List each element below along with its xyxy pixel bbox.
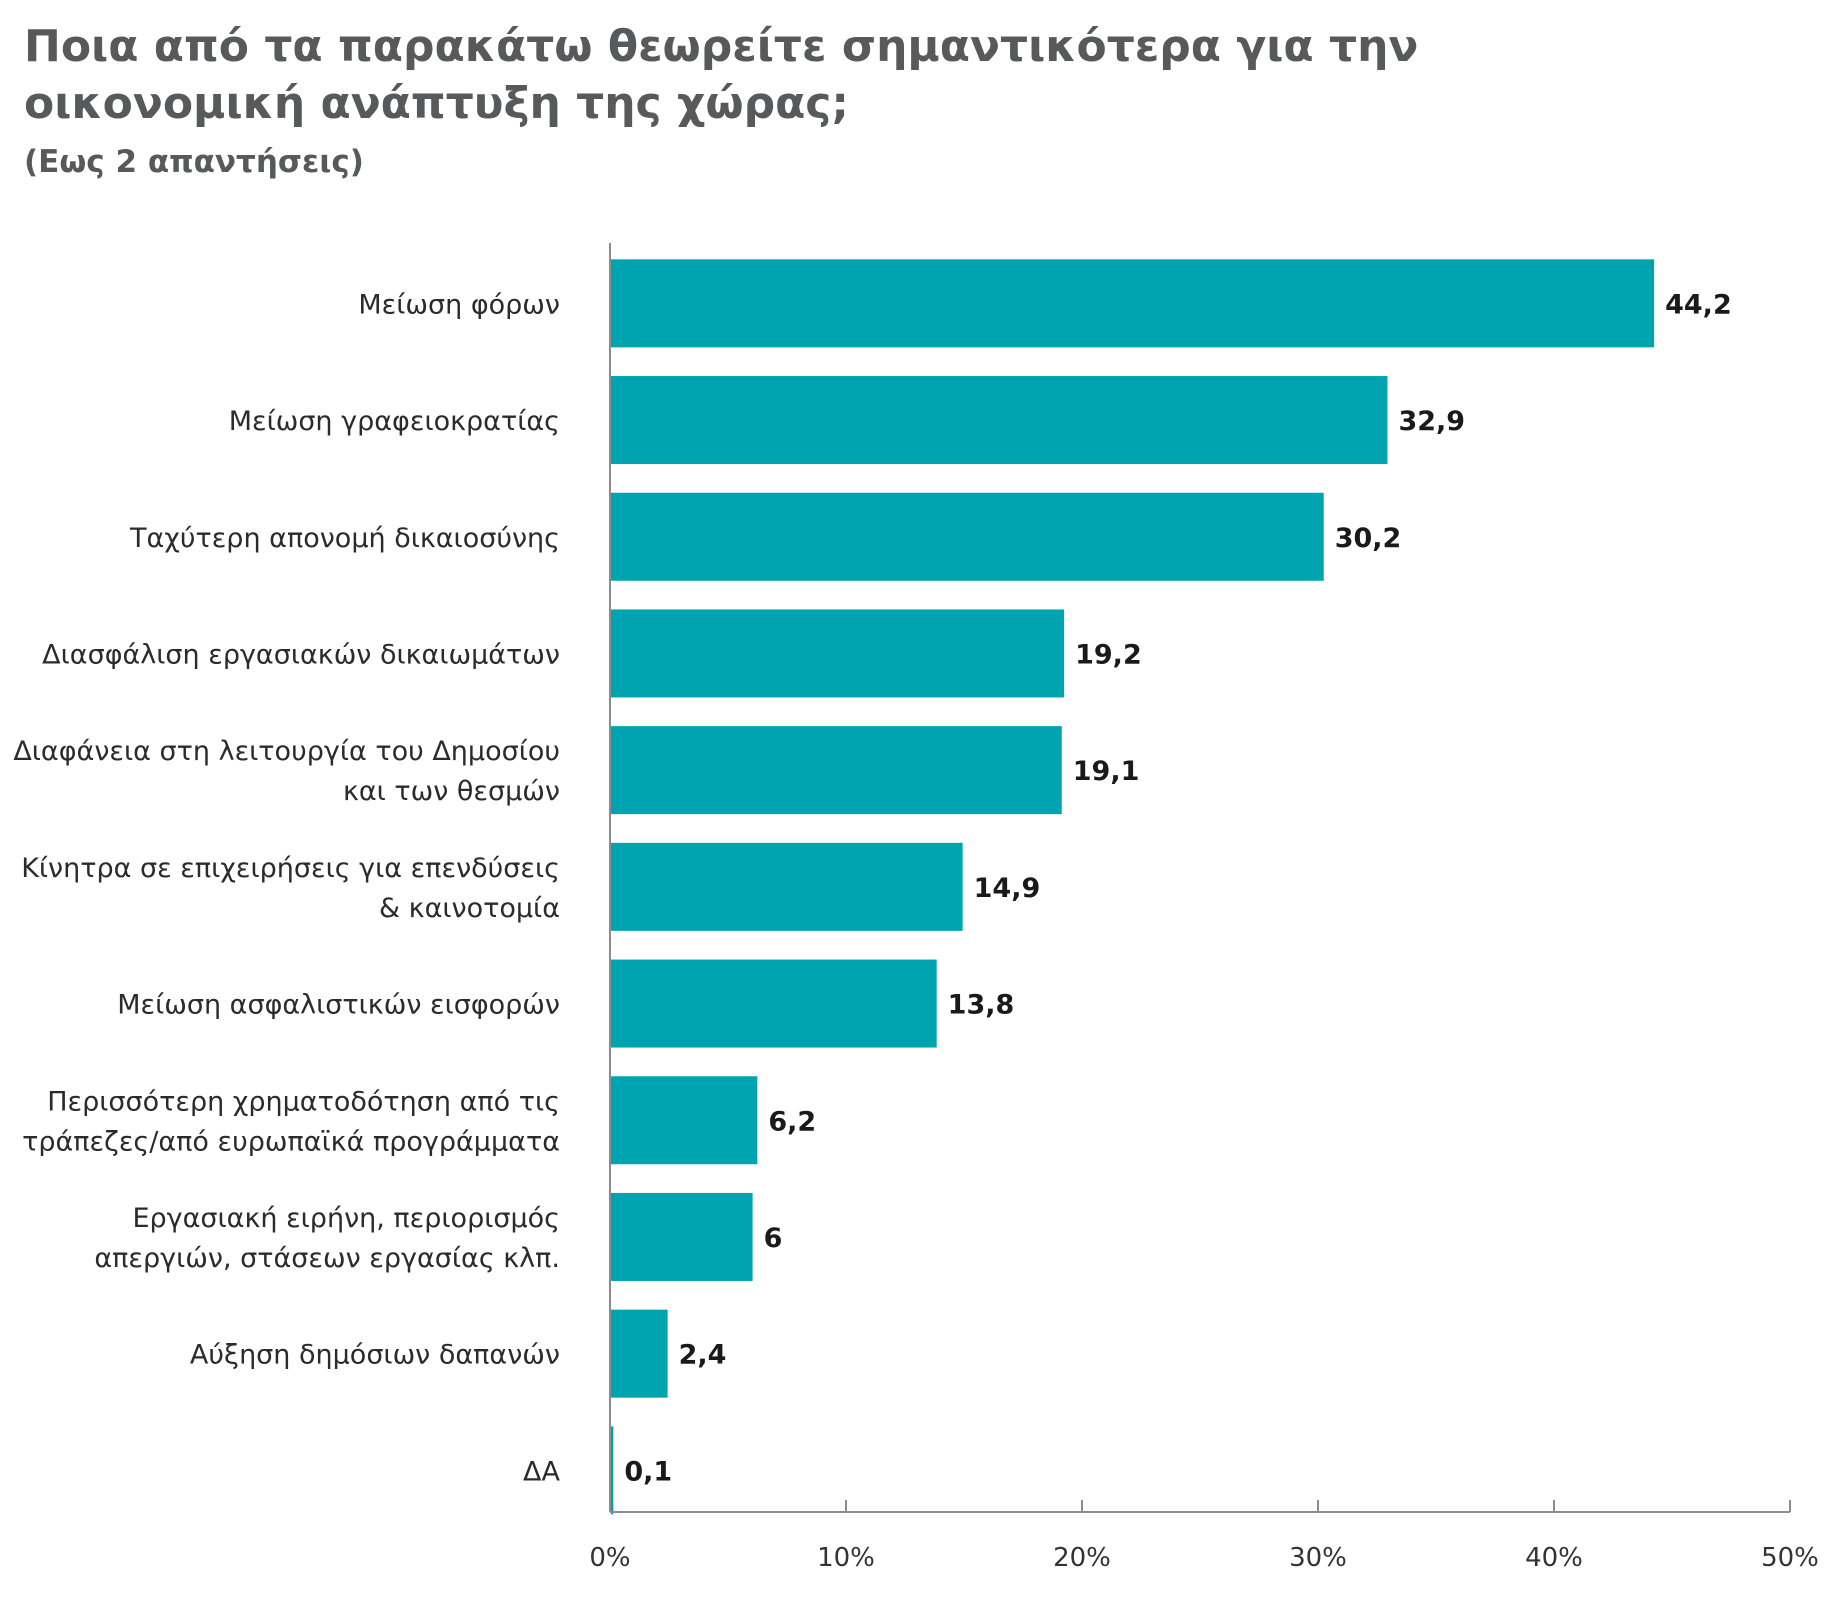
value-label-3: 19,2 xyxy=(1075,639,1142,670)
category-label-9: Αύξηση δημόσιων δαπανών xyxy=(190,1340,560,1371)
value-label-1: 32,9 xyxy=(1398,406,1465,437)
bar-9 xyxy=(611,1309,668,1398)
bar-2 xyxy=(611,492,1324,581)
category-label-7: Περισσότερη χρηματοδότηση από τις τράπεζε… xyxy=(22,1086,560,1157)
bar-7 xyxy=(611,1076,758,1165)
value-label-0: 44,2 xyxy=(1665,289,1732,320)
value-label-2: 30,2 xyxy=(1335,523,1402,554)
chart-title: Ποια από τα παρακάτω θεωρείτε σημαντικότ… xyxy=(24,21,1419,129)
category-label-2: Ταχύτερη απονομή δικαιοσύνης xyxy=(129,523,560,554)
value-label-7: 6,2 xyxy=(768,1106,816,1137)
bar-6 xyxy=(611,959,937,1048)
x-tick-label-0: 0% xyxy=(589,1543,630,1573)
value-label-9: 2,4 xyxy=(679,1340,727,1371)
category-label-5: Κίνητρα σε επιχειρήσεις για επενδύσεις & … xyxy=(21,853,560,924)
value-label-5: 14,9 xyxy=(974,873,1041,904)
x-tick-label-3: 30% xyxy=(1289,1543,1347,1573)
category-label-6: Μείωση ασφαλιστικών εισφορών xyxy=(117,990,560,1021)
category-label-0: Μείωση φόρων xyxy=(358,289,560,320)
value-label-8: 6 xyxy=(764,1223,783,1254)
category-label-1: Μείωση γραφειοκρατίας xyxy=(229,406,560,437)
value-label-10: 0,1 xyxy=(624,1456,672,1487)
x-tick-label-5: 50% xyxy=(1761,1543,1819,1573)
bar-3 xyxy=(611,609,1065,698)
bar-8 xyxy=(611,1192,753,1281)
value-label-6: 13,8 xyxy=(948,990,1015,1021)
bar-10 xyxy=(611,1426,614,1515)
bar-5 xyxy=(611,842,963,931)
bar-0 xyxy=(611,259,1655,348)
chart-subtitle: (Εως 2 απαντήσεις) xyxy=(24,144,364,180)
category-label-10: ΔΑ xyxy=(523,1456,560,1487)
x-tick-label-4: 40% xyxy=(1525,1543,1583,1573)
bar-1 xyxy=(611,376,1388,465)
category-label-4: Διαφάνεια στη λειτουργία του Δημοσίου και… xyxy=(13,736,560,807)
x-tick-label-1: 10% xyxy=(817,1543,875,1573)
value-label-4: 19,1 xyxy=(1073,756,1140,787)
category-label-8: Εργασιακή ειρήνη, περιορισμός απεργιών, σ… xyxy=(94,1203,560,1274)
category-label-3: Διασφάλιση εργασιακών δικαιωμάτων xyxy=(42,639,560,670)
x-tick-label-2: 20% xyxy=(1053,1543,1111,1573)
bar-4 xyxy=(611,726,1062,815)
